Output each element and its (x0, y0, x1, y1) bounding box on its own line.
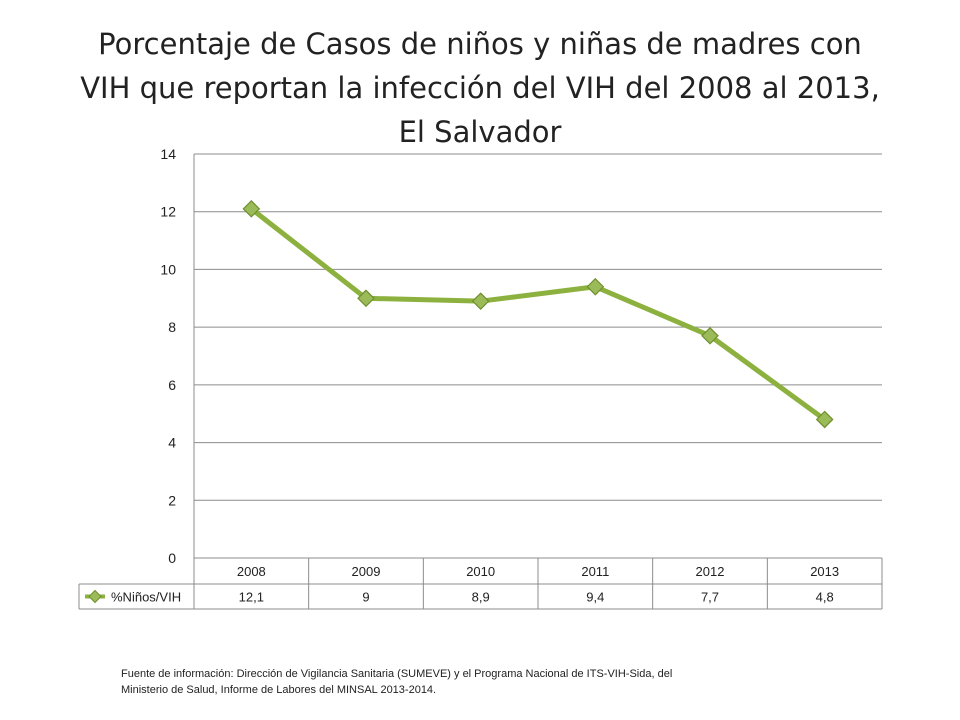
title-line: El Salvador (398, 115, 562, 149)
y-tick-label: 4 (168, 435, 176, 451)
data-point-marker (815, 410, 834, 429)
y-tick-label: 14 (160, 146, 176, 162)
x-tick-label: 2011 (581, 564, 609, 579)
source-line: Ministerio de Salud, Informe de Labores … (121, 684, 437, 696)
x-tick-label: 2008 (237, 564, 266, 579)
legend-marker-icon (88, 589, 102, 604)
chart-title: Porcentaje de Casos de niños y niñas de … (40, 22, 920, 154)
data-table-value: 12,1 (239, 590, 264, 605)
series-line (248, 206, 828, 422)
y-tick-label: 0 (168, 550, 176, 566)
y-tick-label: 12 (160, 204, 176, 220)
data-table-value: 4,8 (816, 590, 834, 605)
data-table-value: 8,9 (472, 590, 490, 605)
legend-label: %Niños/VIH (111, 590, 181, 605)
title-line: Porcentaje de Casos de niños y niñas de … (98, 27, 862, 61)
x-tick-label: 2013 (810, 564, 839, 579)
y-tick-label: 6 (168, 377, 176, 393)
x-tick-label: 2010 (466, 564, 495, 579)
y-tick-label: 8 (168, 319, 176, 335)
y-tick-label: 2 (168, 492, 176, 508)
data-table-value: 9 (362, 590, 369, 605)
source-note: Fuente de información: Dirección de Vigi… (121, 666, 821, 698)
y-tick-label: 10 (160, 261, 176, 277)
data-table-value: 7,7 (701, 590, 719, 605)
data-point-marker (471, 292, 490, 311)
data-table-value: 9,4 (586, 590, 604, 605)
x-tick-label: 2009 (352, 564, 381, 579)
data-point-marker (586, 277, 605, 296)
x-tick-label: 2012 (696, 564, 725, 579)
source-line: Fuente de información: Dirección de Vigi… (121, 668, 673, 680)
title-line: VIH que reportan la infección del VIH de… (80, 71, 880, 105)
data-point-marker (357, 289, 375, 308)
data-point-marker (242, 199, 261, 218)
data-point-marker (701, 326, 719, 345)
